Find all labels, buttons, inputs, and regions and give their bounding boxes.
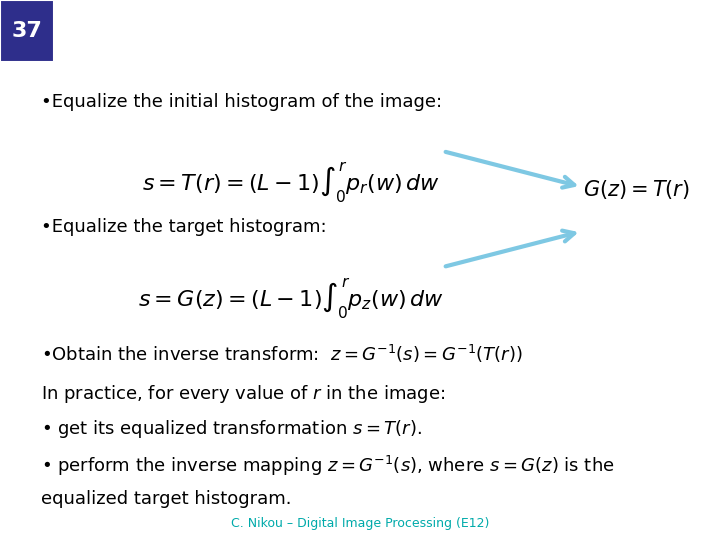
Text: 37: 37 bbox=[12, 21, 42, 41]
Text: $G(z) = T(r)$: $G(z) = T(r)$ bbox=[583, 178, 690, 201]
Text: Images taken from Gonzalez & Woods, Digital Image Processing (2002): Images taken from Gonzalez & Woods, Digi… bbox=[9, 165, 18, 437]
Text: Histogram specification (cont…): Histogram specification (cont…) bbox=[120, 17, 672, 45]
Text: •Obtain the inverse transform:  $z = G^{-1}(s) = G^{-1}(T(r))$: •Obtain the inverse transform: $z = G^{-… bbox=[41, 343, 523, 365]
FancyBboxPatch shape bbox=[0, 0, 54, 62]
Text: •Equalize the initial histogram of the image:: •Equalize the initial histogram of the i… bbox=[41, 93, 442, 111]
Text: $s = T(r) = (L-1)\int_0^r p_r(w)\,dw$: $s = T(r) = (L-1)\int_0^r p_r(w)\,dw$ bbox=[142, 160, 440, 205]
Text: •Equalize the target histogram:: •Equalize the target histogram: bbox=[41, 218, 327, 236]
Text: $s = G(z) = (L-1)\int_0^r p_z(w)\,dw$: $s = G(z) = (L-1)\int_0^r p_z(w)\,dw$ bbox=[138, 276, 444, 321]
Text: equalized target histogram.: equalized target histogram. bbox=[41, 490, 292, 508]
Text: • perform the inverse mapping $z=G^{-1}(s)$, where $s=G(z)$ is the: • perform the inverse mapping $z=G^{-1}(… bbox=[41, 454, 615, 478]
Text: C. Nikou – Digital Image Processing (E12): C. Nikou – Digital Image Processing (E12… bbox=[231, 517, 489, 530]
Text: In practice, for every value of $r$ in the image:: In practice, for every value of $r$ in t… bbox=[41, 383, 446, 405]
Text: • get its equalized transformation $s=T(r)$.: • get its equalized transformation $s=T(… bbox=[41, 418, 422, 441]
